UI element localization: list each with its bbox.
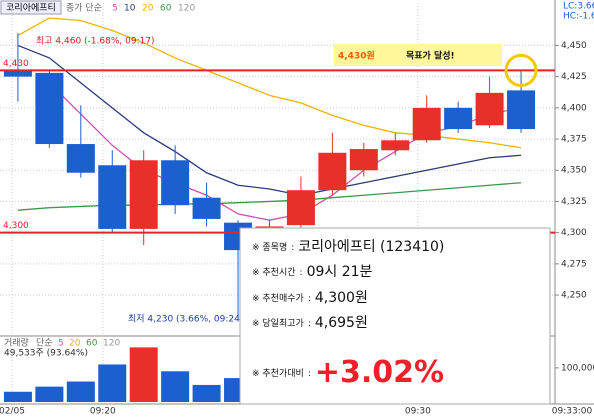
volume-bar: [98, 364, 127, 402]
y-tick-label: 4,275: [561, 259, 587, 269]
candle-body: [192, 197, 221, 219]
info-separator: :: [300, 268, 303, 278]
info-label: ※ 종목명: [252, 242, 287, 253]
candle-body: [444, 107, 473, 130]
y-tick-label: 100,000: [561, 363, 594, 373]
info-value: 코리아에프티 (123410): [298, 239, 444, 255]
y-tick-label: 4,325: [561, 197, 587, 207]
candle-body: [412, 107, 441, 141]
info-line: ※ 당일최고가:4,695원: [252, 315, 368, 331]
y-tick-label: 4,350: [561, 166, 587, 176]
info-value: 4,695원: [315, 315, 368, 331]
legend-item: 20: [69, 339, 81, 349]
callout-bg: [334, 44, 502, 66]
volume-legend-label: 단순: [36, 338, 53, 349]
candle-body: [35, 72, 64, 145]
info-value: +3.02%: [315, 355, 444, 390]
volume-bar: [66, 381, 95, 402]
candle-body: [507, 90, 536, 130]
candle-body: [349, 149, 378, 171]
legend-item: 20: [142, 4, 154, 14]
info-line: ※ 추천가대비: +3.02%: [252, 355, 444, 390]
info-separator: :: [308, 319, 311, 329]
info-line: ※ 추천시간:09시 21분: [252, 264, 373, 280]
legend-label: 종가 단순: [66, 3, 102, 14]
stock-tab-label[interactable]: 코리아에프티: [6, 3, 56, 14]
indicator: HC:-1.68: [563, 12, 594, 22]
legend-item: 5: [112, 4, 118, 14]
info-separator: :: [308, 294, 311, 304]
stock-tab[interactable]: [0, 0, 62, 15]
volume-bar: [192, 384, 221, 402]
x-tick-label: 02/05: [0, 407, 25, 417]
info-box: ※ 종목명: 코리아에프티 (123410)※ 추천시간:09시 21분※ 추천매…: [239, 227, 551, 405]
ma-line: [48, 82, 522, 221]
y-tick-label: 4,400: [561, 103, 587, 113]
y-tick-label: 4,375: [561, 135, 587, 145]
legend-item: 60: [160, 4, 172, 14]
info-value: 4,300원: [315, 290, 368, 306]
candle-body: [129, 160, 158, 229]
candle-body: [3, 70, 32, 77]
legend-item: 10: [124, 4, 136, 14]
info-separator: :: [291, 243, 294, 253]
info-line: ※ 추천매수가:4,300원: [252, 290, 368, 306]
y-tick-label: 4,425: [561, 72, 587, 82]
info-line: ※ 종목명: 코리아에프티 (123410): [252, 239, 444, 255]
volume-bar: [3, 391, 32, 402]
indicator: LC:3.66: [563, 2, 594, 12]
info-label: ※ 추천가대비: [252, 368, 304, 379]
volume-bar: [35, 386, 64, 402]
volume-bar: [161, 371, 190, 402]
high-note: 최고 4,460 (-1.68%, 09:17): [36, 35, 155, 46]
legend-item: 120: [178, 4, 195, 14]
callout-text: 목표가 달성!: [406, 50, 455, 62]
y-tick-label: 4,300: [561, 228, 587, 238]
ma-line: [17, 44, 522, 196]
callout-price: 4,430원: [338, 50, 375, 62]
candle-body: [161, 160, 190, 206]
volume-note: 49,533주 (93.64%): [4, 348, 88, 359]
y-tick-label: 4,250: [561, 291, 587, 301]
legend-item: 120: [103, 339, 120, 349]
info-box-bg: [239, 227, 551, 405]
y-tick-label: 4,450: [561, 41, 587, 51]
volume-bar: [129, 347, 158, 402]
low-note: 최저 4,230 (3.66%, 09:24): [128, 314, 243, 325]
x-tick-label: 09:20: [90, 407, 116, 417]
candle-body: [318, 152, 347, 191]
level-label: 4,430: [3, 59, 29, 69]
info-value: 09시 21분: [307, 264, 373, 280]
info-label: ※ 추천매수가: [252, 293, 304, 304]
legend-item: 60: [86, 339, 98, 349]
info-separator: :: [308, 369, 311, 379]
candle-body: [286, 190, 315, 226]
target-circle: [504, 53, 538, 87]
level-label: 4,300: [3, 221, 29, 231]
candle-body: [475, 92, 504, 126]
info-label: ※ 당일최고가: [252, 318, 304, 329]
candle-body: [381, 140, 410, 151]
candle-body: [66, 144, 95, 173]
volume-title: 거래량: [4, 337, 29, 349]
candle-body: [98, 165, 127, 229]
legend-item: 5: [58, 339, 64, 349]
x-tick-label: 09:33:00: [552, 407, 593, 417]
x-tick-label: 09:30: [405, 407, 431, 417]
info-label: ※ 추천시간: [252, 267, 296, 278]
